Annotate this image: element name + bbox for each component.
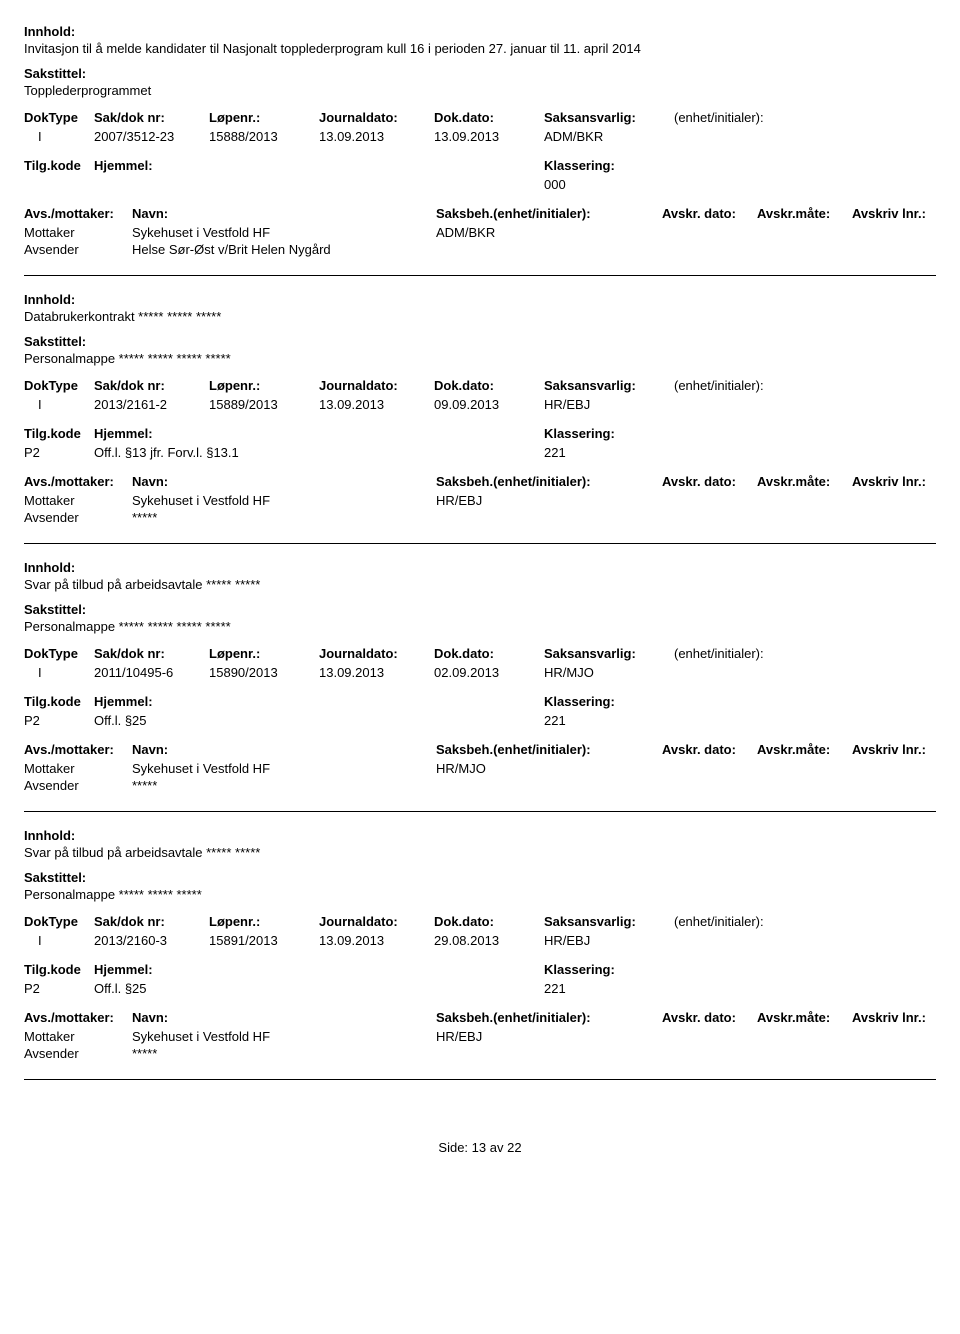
avskrlnr-label: Avskriv lnr.:	[852, 206, 936, 221]
tilgkode-value	[24, 177, 94, 192]
columns-data: I 2011/10495-6 15890/2013 13.09.2013 02.…	[24, 665, 936, 680]
avsender-row: Avsender *****	[24, 778, 936, 793]
col-sakdok-label: Sak/dok nr:	[94, 110, 209, 125]
party-header: Avs./mottaker: Navn: Saksbeh.(enhet/init…	[24, 474, 936, 489]
mottaker-row: Mottaker Sykehuset i Vestfold HF HR/EBJ	[24, 1029, 936, 1044]
hjemmel-value	[94, 177, 544, 192]
klassering-value: 000	[544, 177, 936, 192]
mottaker-saksbeh: ADM/BKR	[436, 225, 936, 240]
columns-header: DokType Sak/dok nr: Løpenr.: Journaldato…	[24, 646, 936, 661]
mottaker-role: Mottaker	[24, 225, 132, 240]
columns-header: DokType Sak/dok nr: Løpenr.: Journaldato…	[24, 914, 936, 929]
mottaker-row: Mottaker Sykehuset i Vestfold HF HR/EBJ	[24, 493, 936, 508]
col-saksansv-label: Saksansvarlig:	[544, 110, 674, 125]
tilg-header: Tilg.kode Hjemmel: Klassering:	[24, 962, 936, 977]
tilg-header: Tilg.kode Hjemmel: Klassering:	[24, 694, 936, 709]
tilgkode-label: Tilg.kode	[24, 158, 94, 173]
columns-data: I 2007/3512-23 15888/2013 13.09.2013 13.…	[24, 129, 936, 144]
party-header: Avs./mottaker: Navn: Saksbeh.(enhet/init…	[24, 742, 936, 757]
page-number: 13	[472, 1140, 486, 1155]
sakstittel-label: Sakstittel:	[24, 66, 936, 81]
sakstittel-text: Personalmappe ***** ***** *****	[24, 887, 936, 902]
journaldato-value: 13.09.2013	[319, 129, 434, 144]
saksansvarlig-value: ADM/BKR	[544, 129, 674, 144]
tilg-data: P2 Off.l. §25 221	[24, 981, 936, 996]
party-header: Avs./mottaker: Navn: Saksbeh.(enhet/init…	[24, 1010, 936, 1025]
tilg-data: 000	[24, 177, 936, 192]
innhold-label: Innhold:	[24, 828, 936, 843]
sakstittel-text: Personalmappe ***** ***** ***** *****	[24, 351, 936, 366]
avsender-role: Avsender	[24, 242, 132, 257]
avsender-name: Helse Sør-Øst v/Brit Helen Nygård	[132, 242, 436, 257]
journal-record: Innhold: Svar på tilbud på arbeidsavtale…	[24, 828, 936, 1061]
dokdato-value: 13.09.2013	[434, 129, 544, 144]
record-separator	[24, 1079, 936, 1080]
innhold-label: Innhold:	[24, 560, 936, 575]
avsender-row: Avsender Helse Sør-Øst v/Brit Helen Nygå…	[24, 242, 936, 257]
saksbeh-label: Saksbeh.(enhet/initialer):	[436, 206, 662, 221]
doktype-value: I	[24, 129, 94, 144]
hjemmel-label: Hjemmel:	[94, 158, 544, 173]
avskrmote-label: Avskr.måte:	[757, 206, 852, 221]
innhold-label: Innhold:	[24, 292, 936, 307]
sakstittel-text: Topplederprogrammet	[24, 83, 936, 98]
sakstittel-label: Sakstittel:	[24, 602, 936, 617]
tilg-data: P2 Off.l. §13 jfr. Forv.l. §13.1 221	[24, 445, 936, 460]
innhold-text: Invitasjon til å melde kandidater til Na…	[24, 41, 936, 56]
sakstittel-text: Personalmappe ***** ***** ***** *****	[24, 619, 936, 634]
columns-header: DokType Sak/dok nr: Løpenr.: Journaldato…	[24, 110, 936, 125]
record-separator	[24, 543, 936, 544]
columns-data: I 2013/2160-3 15891/2013 13.09.2013 29.0…	[24, 933, 936, 948]
sakdoknr-value: 2007/3512-23	[94, 129, 209, 144]
klassering-label: Klassering:	[544, 158, 936, 173]
avsender-row: Avsender *****	[24, 510, 936, 525]
party-header: Avs./mottaker: Navn: Saksbeh.(enhet/init…	[24, 206, 936, 221]
col-doktype-label: DokType	[24, 110, 94, 125]
journal-record: Innhold: Databrukerkontrakt ***** ***** …	[24, 292, 936, 525]
col-enhet-label: (enhet/initialer):	[674, 110, 936, 125]
mottaker-row: Mottaker Sykehuset i Vestfold HF HR/MJO	[24, 761, 936, 776]
tilg-header: Tilg.kode Hjemmel: Klassering:	[24, 158, 936, 173]
columns-header: DokType Sak/dok nr: Løpenr.: Journaldato…	[24, 378, 936, 393]
mottaker-name: Sykehuset i Vestfold HF	[132, 225, 436, 240]
av-label: av	[490, 1140, 504, 1155]
avsender-row: Avsender *****	[24, 1046, 936, 1061]
page-total: 22	[507, 1140, 521, 1155]
innhold-label: Innhold:	[24, 24, 936, 39]
journal-record: Innhold: Invitasjon til å melde kandidat…	[24, 24, 936, 257]
record-separator	[24, 811, 936, 812]
avskrdato-label: Avskr. dato:	[662, 206, 757, 221]
side-label: Side:	[438, 1140, 468, 1155]
innhold-text: Svar på tilbud på arbeidsavtale ***** **…	[24, 577, 936, 592]
avsmott-label: Avs./mottaker:	[24, 206, 132, 221]
col-journal-label: Journaldato:	[319, 110, 434, 125]
col-lopenr-label: Løpenr.:	[209, 110, 319, 125]
navn-label: Navn:	[132, 206, 436, 221]
sakstittel-label: Sakstittel:	[24, 870, 936, 885]
record-separator	[24, 275, 936, 276]
columns-data: I 2013/2161-2 15889/2013 13.09.2013 09.0…	[24, 397, 936, 412]
col-dokdato-label: Dok.dato:	[434, 110, 544, 125]
innhold-text: Databrukerkontrakt ***** ***** *****	[24, 309, 936, 324]
lopenr-value: 15888/2013	[209, 129, 319, 144]
tilg-header: Tilg.kode Hjemmel: Klassering:	[24, 426, 936, 441]
mottaker-row: Mottaker Sykehuset i Vestfold HF ADM/BKR	[24, 225, 936, 240]
innhold-text: Svar på tilbud på arbeidsavtale ***** **…	[24, 845, 936, 860]
sakstittel-label: Sakstittel:	[24, 334, 936, 349]
page-footer: Side: 13 av 22	[24, 1140, 936, 1155]
tilg-data: P2 Off.l. §25 221	[24, 713, 936, 728]
journal-record: Innhold: Svar på tilbud på arbeidsavtale…	[24, 560, 936, 793]
